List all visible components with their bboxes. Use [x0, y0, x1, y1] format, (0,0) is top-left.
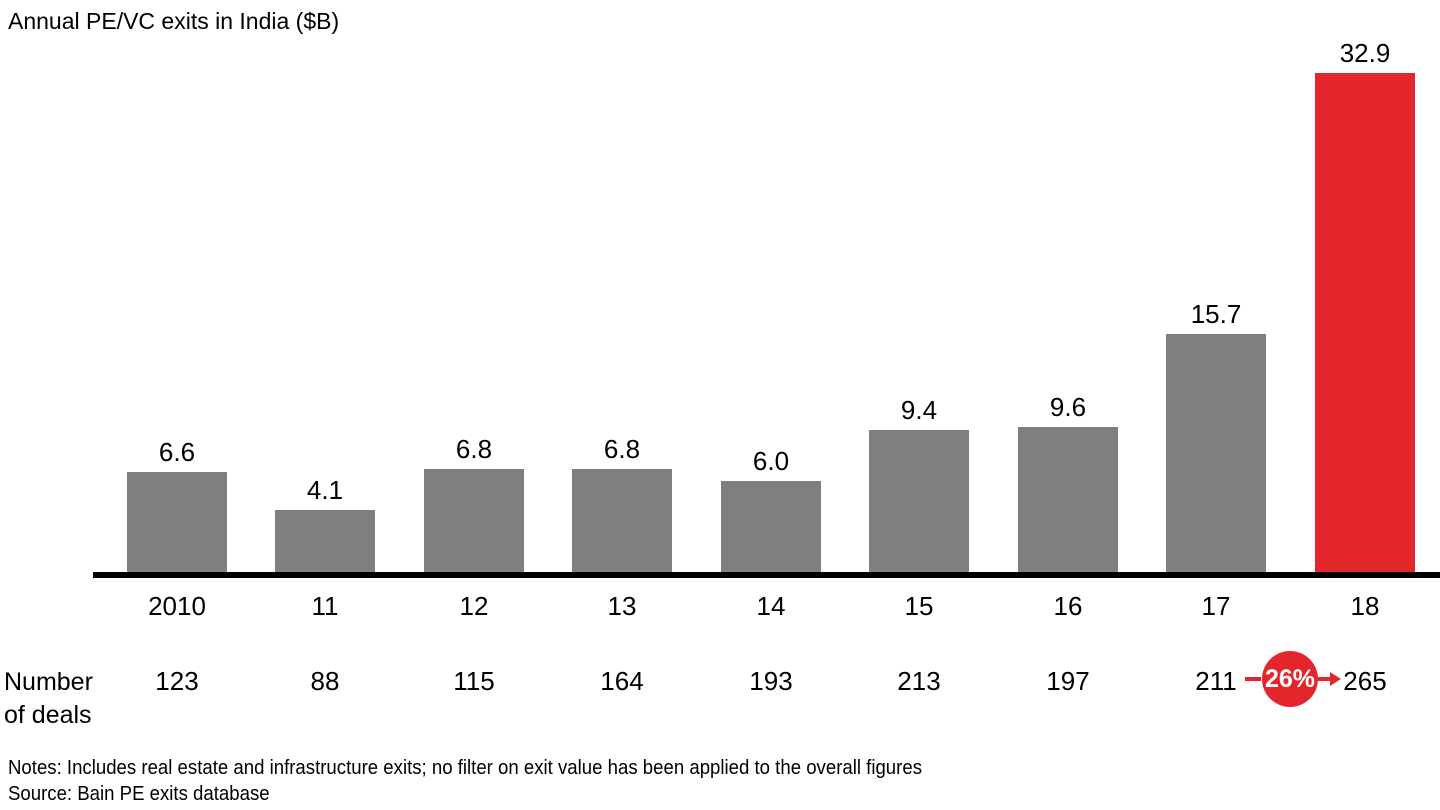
x-axis-label-14: 14 [756, 591, 786, 621]
x-axis-label-11: 11 [311, 591, 339, 621]
growth-badge-arrow-icon [1330, 672, 1341, 686]
x-axis-label-15: 15 [904, 591, 934, 621]
x-axis-label-16: 16 [1053, 591, 1083, 621]
bar-11 [275, 510, 375, 572]
bar-value-label: 9.4 [900, 395, 938, 425]
bar-value-label: 6.8 [603, 434, 641, 464]
notes-line: Notes: Includes real estate and infrastr… [8, 757, 923, 779]
bar-value-label: 6.8 [455, 434, 493, 464]
deals-value-17: 211 [1195, 666, 1237, 696]
deals-value-12: 115 [453, 666, 495, 696]
deals-row-label-line1: Number [4, 668, 93, 696]
growth-badge-dash [1245, 677, 1261, 681]
deals-value-15: 213 [897, 666, 941, 696]
bar-13 [572, 469, 672, 572]
growth-badge: 26% [1262, 651, 1318, 707]
footer-notes: Notes: Includes real estate and infrastr… [8, 755, 922, 807]
bar-value-label: 4.1 [306, 475, 344, 505]
bar-value-label: 9.6 [1049, 392, 1087, 422]
x-axis-label-18: 18 [1350, 591, 1380, 621]
deals-row-label-line2: of deals [4, 701, 92, 729]
bar-value-label: 32.9 [1339, 38, 1391, 68]
x-axis-label-12: 12 [459, 591, 489, 621]
bar-14 [721, 481, 821, 572]
deals-value-18: 265 [1343, 666, 1387, 696]
chart-title: Annual PE/VC exits in India ($B) [8, 8, 340, 34]
bar-2010 [127, 472, 227, 572]
bar-value-label: 6.6 [158, 437, 196, 467]
deals-row-label: Number of deals [4, 666, 93, 732]
deals-value-14: 193 [749, 666, 793, 696]
bar-value-label: 15.7 [1190, 299, 1242, 329]
deals-value-16: 197 [1046, 666, 1090, 696]
bar-18 [1315, 73, 1415, 572]
bar-15 [869, 430, 969, 572]
x-axis-label-17: 17 [1201, 591, 1231, 621]
bar-12 [424, 469, 524, 572]
growth-badge-arrow-line [1318, 677, 1331, 681]
x-axis-label-13: 13 [607, 591, 637, 621]
deals-value-11: 88 [310, 666, 340, 696]
x-axis-label-2010: 2010 [148, 591, 206, 621]
bar-16 [1018, 427, 1118, 572]
deals-value-2010: 123 [155, 666, 199, 696]
x-axis-line [93, 572, 1440, 578]
deals-value-13: 164 [600, 666, 644, 696]
source-line: Source: Bain PE exits database [8, 783, 270, 805]
bar-17 [1166, 334, 1266, 572]
bar-value-label: 6.0 [752, 446, 790, 476]
